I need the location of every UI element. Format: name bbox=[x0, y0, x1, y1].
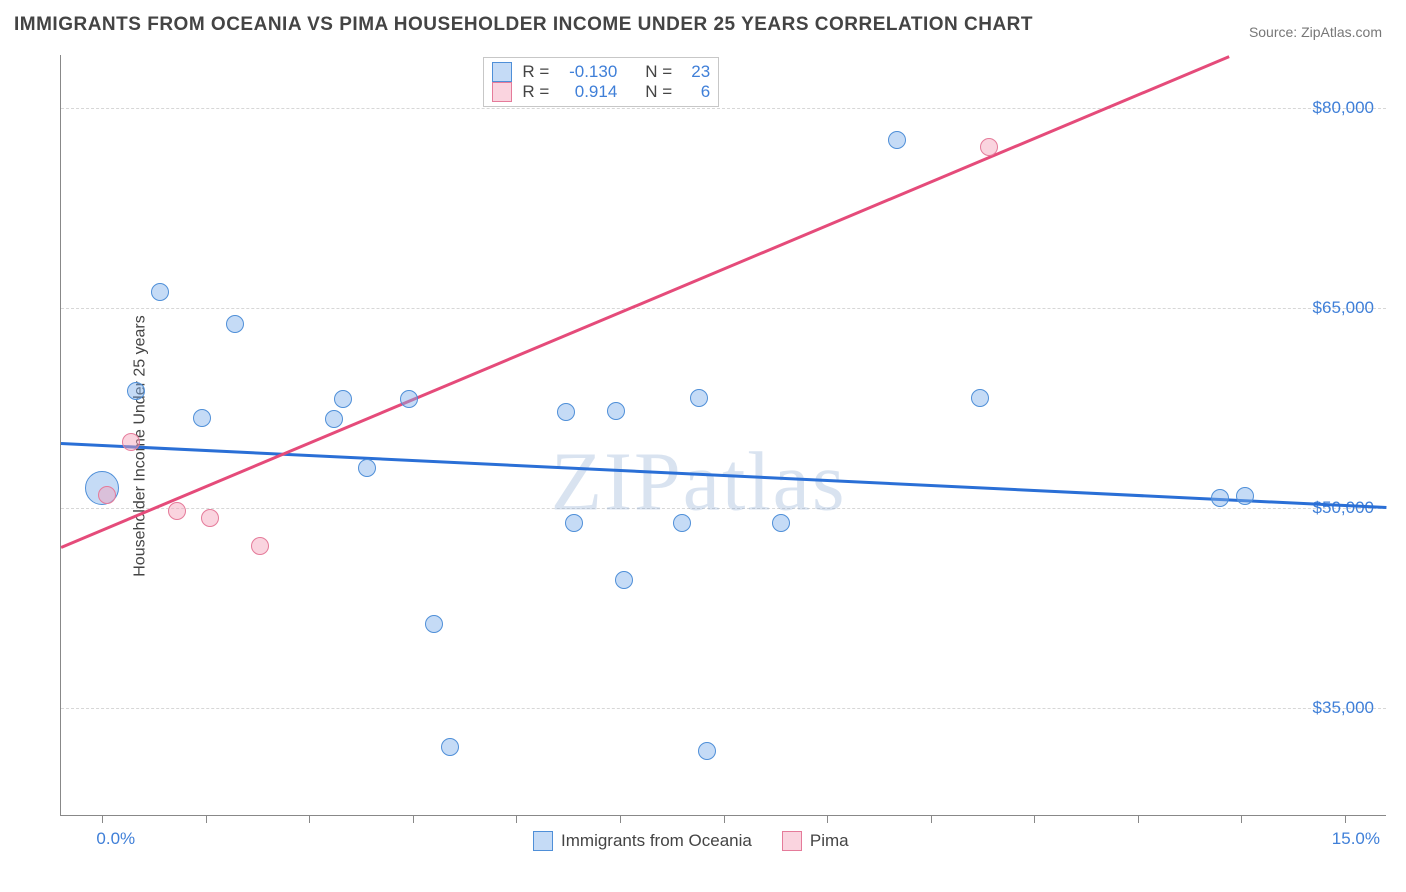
data-point bbox=[690, 389, 708, 407]
data-point bbox=[122, 433, 140, 451]
data-point bbox=[1236, 487, 1254, 505]
data-point bbox=[127, 382, 145, 400]
legend-swatch bbox=[492, 82, 512, 102]
source-attribution: Source: ZipAtlas.com bbox=[1249, 24, 1382, 40]
data-point bbox=[980, 138, 998, 156]
series-legend-item: Immigrants from Oceania bbox=[533, 831, 752, 851]
x-tick bbox=[724, 815, 725, 823]
series-name: Pima bbox=[810, 831, 849, 851]
legend-n-label: N = bbox=[645, 82, 672, 102]
correlation-legend-row: R = -0.130 N = 23 bbox=[492, 62, 710, 82]
x-tick bbox=[1241, 815, 1242, 823]
data-point bbox=[565, 514, 583, 532]
series-name: Immigrants from Oceania bbox=[561, 831, 752, 851]
series-legend: Immigrants from Oceania Pima bbox=[533, 831, 849, 851]
data-point bbox=[615, 571, 633, 589]
x-tick bbox=[1034, 815, 1035, 823]
data-point bbox=[193, 409, 211, 427]
y-tick-label: $50,000 bbox=[1313, 498, 1374, 518]
grid-line bbox=[61, 108, 1386, 109]
data-point bbox=[557, 403, 575, 421]
series-legend-item: Pima bbox=[782, 831, 849, 851]
y-tick-label: $35,000 bbox=[1313, 698, 1374, 718]
data-point bbox=[334, 390, 352, 408]
legend-r-label: R = bbox=[522, 82, 549, 102]
x-tick bbox=[206, 815, 207, 823]
legend-r-value: -0.130 bbox=[559, 62, 617, 82]
chart-title: IMMIGRANTS FROM OCEANIA VS PIMA HOUSEHOL… bbox=[14, 14, 1033, 36]
data-point bbox=[151, 283, 169, 301]
data-point bbox=[698, 742, 716, 760]
x-tick bbox=[309, 815, 310, 823]
data-point bbox=[772, 514, 790, 532]
legend-r-value: 0.914 bbox=[559, 82, 617, 102]
y-tick-label: $80,000 bbox=[1313, 98, 1374, 118]
source-label: Source: bbox=[1249, 24, 1301, 40]
data-point bbox=[425, 615, 443, 633]
x-tick bbox=[1138, 815, 1139, 823]
legend-r-label: R = bbox=[522, 62, 549, 82]
data-point bbox=[1211, 489, 1229, 507]
legend-swatch bbox=[782, 831, 802, 851]
correlation-legend: R = -0.130 N = 23 R = 0.914 N = 6 bbox=[483, 57, 719, 107]
correlation-legend-row: R = 0.914 N = 6 bbox=[492, 82, 710, 102]
x-tick bbox=[1345, 815, 1346, 823]
data-point bbox=[400, 390, 418, 408]
data-point bbox=[226, 315, 244, 333]
data-point bbox=[358, 459, 376, 477]
x-tick bbox=[620, 815, 621, 823]
x-tick bbox=[931, 815, 932, 823]
grid-line bbox=[61, 508, 1386, 509]
grid-line bbox=[61, 308, 1386, 309]
data-point bbox=[607, 402, 625, 420]
data-point bbox=[673, 514, 691, 532]
data-point bbox=[201, 509, 219, 527]
plot-area: $35,000$50,000$65,000$80,0000.0%15.0%ZIP… bbox=[60, 55, 1386, 816]
data-point bbox=[251, 537, 269, 555]
x-tick bbox=[827, 815, 828, 823]
data-point bbox=[441, 738, 459, 756]
trend-line bbox=[61, 442, 1386, 508]
legend-n-value: 6 bbox=[682, 82, 710, 102]
data-point bbox=[971, 389, 989, 407]
legend-swatch bbox=[533, 831, 553, 851]
data-point bbox=[98, 486, 116, 504]
x-axis-min-label: 0.0% bbox=[96, 829, 135, 849]
data-point bbox=[325, 410, 343, 428]
data-point bbox=[168, 502, 186, 520]
watermark: ZIPatlas bbox=[551, 433, 847, 530]
grid-line bbox=[61, 708, 1386, 709]
legend-n-value: 23 bbox=[682, 62, 710, 82]
x-tick bbox=[413, 815, 414, 823]
x-axis-max-label: 15.0% bbox=[1332, 829, 1380, 849]
source-value: ZipAtlas.com bbox=[1301, 24, 1382, 40]
x-tick bbox=[102, 815, 103, 823]
x-tick bbox=[516, 815, 517, 823]
y-tick-label: $65,000 bbox=[1313, 298, 1374, 318]
legend-swatch bbox=[492, 62, 512, 82]
legend-n-label: N = bbox=[645, 62, 672, 82]
trend-line bbox=[61, 55, 1230, 548]
data-point bbox=[888, 131, 906, 149]
